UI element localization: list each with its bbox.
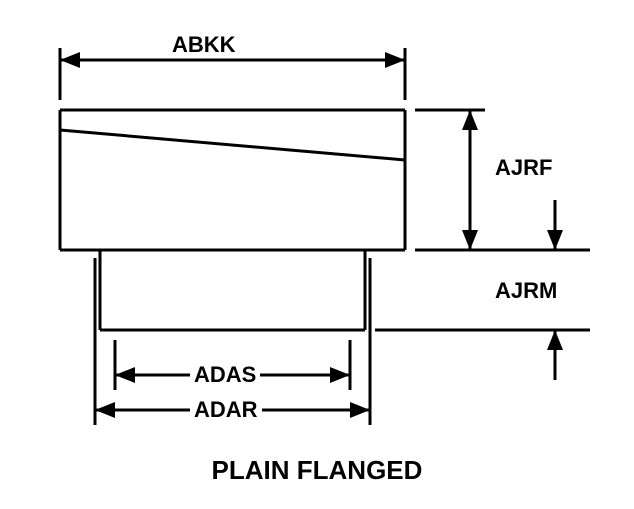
adar-left-arrow: [95, 402, 115, 418]
flange-slope-line: [60, 130, 405, 160]
abkk-left-arrow: [60, 52, 80, 68]
abkk-label: ABKK: [172, 32, 236, 58]
ajrf-label: AJRF: [495, 155, 552, 181]
adas-label: ADAS: [190, 362, 260, 388]
ajrm-label: AJRM: [495, 278, 557, 304]
adas-right-arrow: [330, 367, 350, 383]
diagram-title: PLAIN FLANGED: [0, 455, 634, 486]
ajrf-top-arrow: [462, 110, 478, 130]
adar-right-arrow: [350, 402, 370, 418]
diagram-container: ABKK AJRF AJRM ADAS ADAR PLAIN FLANGED: [0, 0, 634, 509]
technical-drawing-svg: [0, 0, 634, 509]
adas-left-arrow: [115, 367, 135, 383]
ajrm-bottom-arrow: [547, 330, 563, 350]
adar-label: ADAR: [190, 397, 262, 423]
ajrm-top-arrow: [547, 230, 563, 250]
abkk-right-arrow: [385, 52, 405, 68]
ajrf-bottom-arrow: [462, 230, 478, 250]
